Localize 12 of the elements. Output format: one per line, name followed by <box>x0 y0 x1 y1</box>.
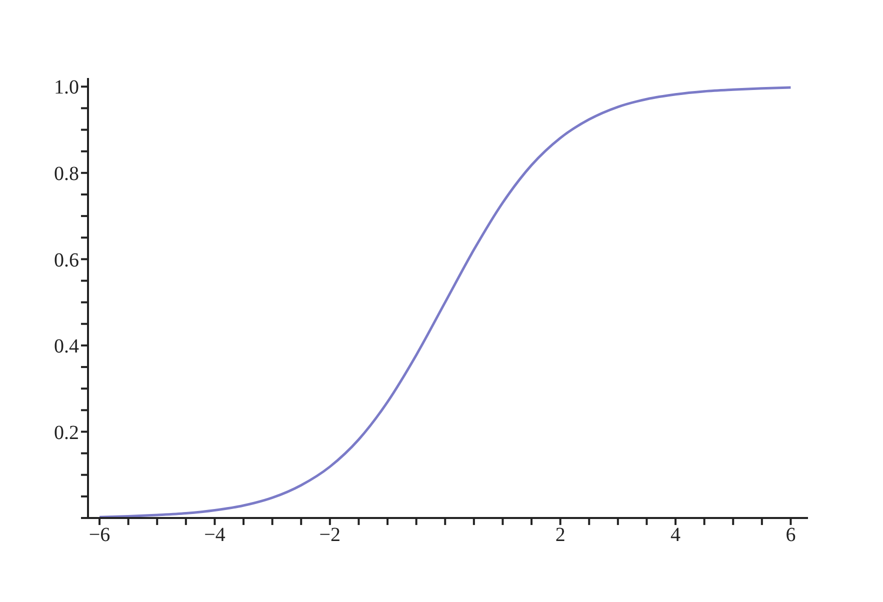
y-tick-label: 0.4 <box>54 336 79 358</box>
y-tick-label: 1.0 <box>54 76 79 99</box>
x-tick-label: 4 <box>670 524 681 546</box>
x-tick-label: −4 <box>204 524 226 546</box>
y-tick-label: 0.8 <box>54 163 79 185</box>
x-tick-label: 2 <box>555 524 566 546</box>
x-tick-label: −2 <box>319 524 341 546</box>
y-tick-label: 0.6 <box>54 249 79 272</box>
x-tick-label: −6 <box>88 524 110 546</box>
y-tick-label: 0.2 <box>54 422 79 444</box>
x-tick-label: 6 <box>786 524 796 546</box>
line-series <box>98 86 792 518</box>
